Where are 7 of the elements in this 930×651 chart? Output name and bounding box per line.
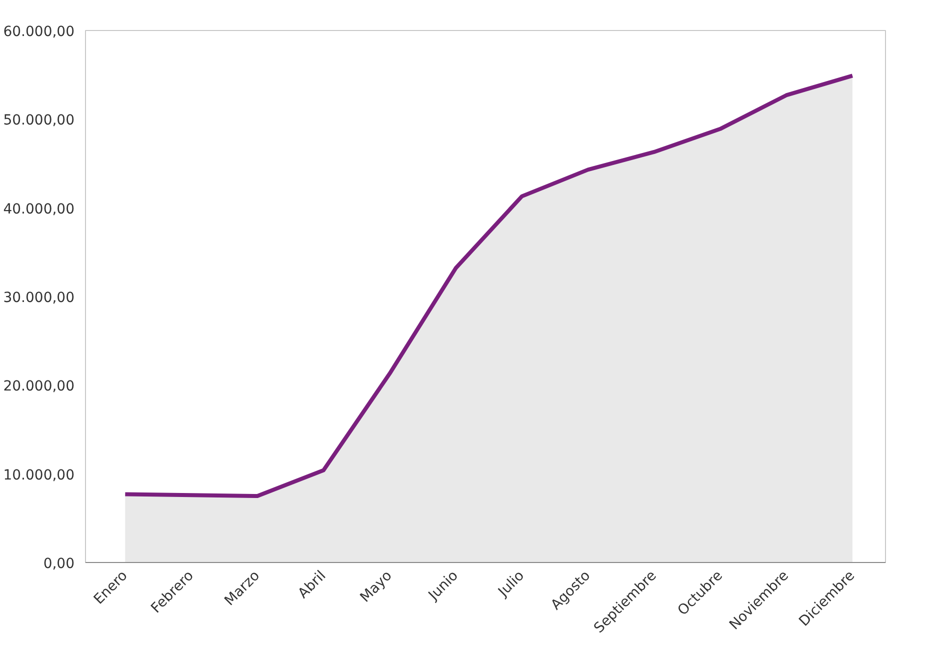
y-tick-label: 30.000,00 bbox=[3, 290, 75, 306]
y-tick-label: 20.000,00 bbox=[3, 378, 75, 395]
y-tick-label: 60.000,00 bbox=[3, 24, 75, 40]
y-tick-label: 10.000,00 bbox=[3, 467, 75, 484]
y-tick-label: 40.000,00 bbox=[3, 201, 75, 218]
y-tick-label: 0,00 bbox=[43, 556, 74, 572]
y-tick-label: 50.000,00 bbox=[3, 112, 75, 129]
